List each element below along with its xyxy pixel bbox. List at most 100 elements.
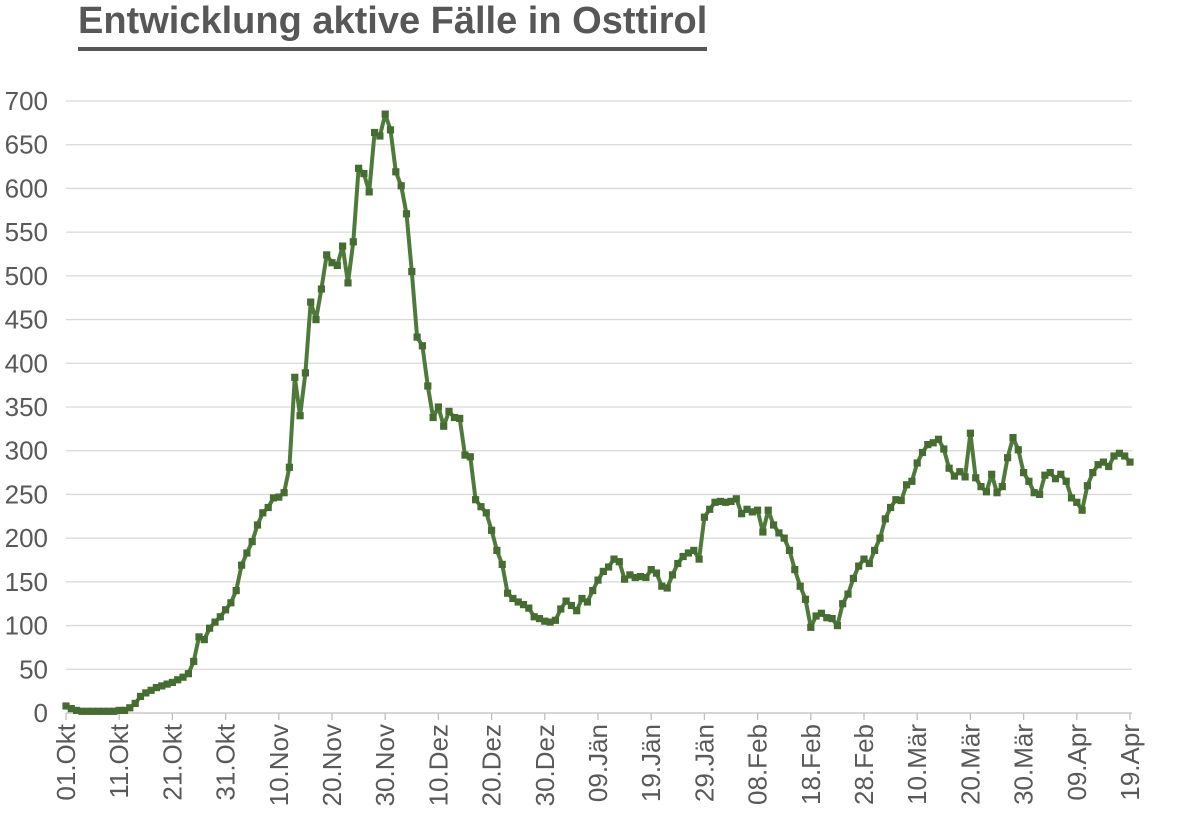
data-point-marker <box>988 470 996 478</box>
data-point-marker <box>408 267 416 276</box>
data-point-marker <box>99 707 107 715</box>
data-point-marker <box>264 503 272 512</box>
data-point-marker <box>695 555 703 563</box>
data-point-marker <box>839 600 847 608</box>
data-point-marker <box>275 493 283 501</box>
data-point-marker <box>147 686 155 694</box>
data-point-marker <box>83 707 91 715</box>
data-point-marker <box>535 615 544 623</box>
data-point-marker <box>424 382 432 390</box>
data-point-marker <box>887 503 895 512</box>
data-point-marker <box>557 605 565 613</box>
data-point-marker <box>445 407 453 415</box>
x-axis-ticks <box>65 713 1131 720</box>
data-point-marker <box>514 598 522 606</box>
data-point-marker <box>488 526 496 534</box>
data-point-marker <box>67 705 75 713</box>
x-tick-label: 19.Apr <box>1115 724 1145 801</box>
data-point-marker <box>567 601 575 610</box>
data-point-marker <box>163 680 171 688</box>
data-point-marker <box>120 706 129 714</box>
data-point-marker <box>253 521 262 529</box>
data-point-marker <box>690 546 698 554</box>
data-point-marker <box>626 571 634 579</box>
data-point-marker <box>610 555 618 563</box>
y-tick-label: 100 <box>5 611 48 641</box>
data-point-marker <box>200 636 208 644</box>
data-point-marker <box>1105 462 1113 471</box>
x-tick-label: 08.Feb <box>743 724 773 805</box>
data-point-marker <box>1030 489 1038 497</box>
data-point-marker <box>668 571 677 579</box>
data-point-marker <box>450 413 458 422</box>
data-point-marker <box>1014 446 1022 454</box>
x-axis-labels: 01.Okt 11.Okt 21.Okt 31.Okt 10.Nov 20.Nov 30.N… <box>51 723 1145 806</box>
x-tick-label: 20.Mär <box>955 724 985 805</box>
data-point-marker <box>716 497 724 505</box>
data-point-marker <box>269 494 278 502</box>
data-point-marker <box>339 242 347 250</box>
data-point-marker <box>982 488 990 496</box>
data-point-marker <box>1004 454 1012 462</box>
data-point-marker <box>605 563 613 571</box>
y-tick-label: 200 <box>5 523 48 553</box>
data-point-marker <box>142 689 150 697</box>
x-tick-label: 30.Nov <box>370 724 400 806</box>
data-point-marker <box>1046 469 1054 477</box>
data-point-marker <box>397 182 405 190</box>
data-point-marker <box>472 496 480 504</box>
data-point-marker <box>599 567 607 575</box>
data-point-marker <box>360 170 368 178</box>
data-point-marker <box>429 413 437 422</box>
x-tick-label: 10.Dez <box>423 724 453 806</box>
data-point-marker <box>498 560 506 568</box>
data-point-marker <box>1062 477 1070 485</box>
data-point-marker <box>392 168 400 176</box>
x-tick-label: 21.Okt <box>157 723 187 800</box>
data-point-marker <box>924 441 932 449</box>
data-point-marker <box>876 534 884 542</box>
x-tick-label: 20.Nov <box>317 724 347 806</box>
y-tick-label: 0 <box>34 698 48 728</box>
data-point-marker <box>823 614 831 622</box>
data-point-marker <box>1110 452 1118 460</box>
x-tick-label: 11.Okt <box>104 723 134 798</box>
data-point-marker <box>317 285 325 293</box>
x-tick-label: 18.Feb <box>796 724 826 805</box>
data-point-marker <box>903 481 911 489</box>
data-point-marker <box>833 622 841 630</box>
data-point-marker <box>1041 471 1049 479</box>
data-point-marker <box>647 566 655 574</box>
y-tick-label: 650 <box>5 130 48 160</box>
data-point-marker <box>355 164 363 172</box>
data-point-marker <box>738 510 746 518</box>
data-point-marker <box>285 463 293 471</box>
data-point-marker <box>418 342 426 350</box>
data-point-marker <box>152 684 160 692</box>
data-point-marker <box>307 298 315 306</box>
y-tick-label: 50 <box>19 654 48 684</box>
data-point-marker <box>562 597 570 605</box>
data-point-marker <box>748 508 756 516</box>
data-point-marker <box>918 448 927 457</box>
data-point-marker <box>589 587 597 595</box>
data-point-marker <box>743 505 751 513</box>
data-point-marker <box>333 261 341 269</box>
data-point-marker <box>594 576 602 584</box>
data-markers <box>62 110 1134 715</box>
data-point-marker <box>950 472 958 480</box>
data-point-marker <box>573 607 581 615</box>
data-point-marker <box>1078 506 1086 514</box>
data-point-marker <box>541 617 549 625</box>
data-point-marker <box>1083 482 1091 490</box>
data-point-marker <box>381 110 389 118</box>
data-point-marker <box>583 598 591 606</box>
data-point-marker <box>89 707 97 715</box>
data-point-marker <box>929 439 937 447</box>
data-point-marker <box>551 616 559 624</box>
data-point-marker <box>631 573 639 582</box>
data-point-marker <box>663 584 671 592</box>
data-point-marker <box>844 590 852 598</box>
y-gridlines <box>66 100 1132 714</box>
data-point-marker <box>222 606 230 614</box>
